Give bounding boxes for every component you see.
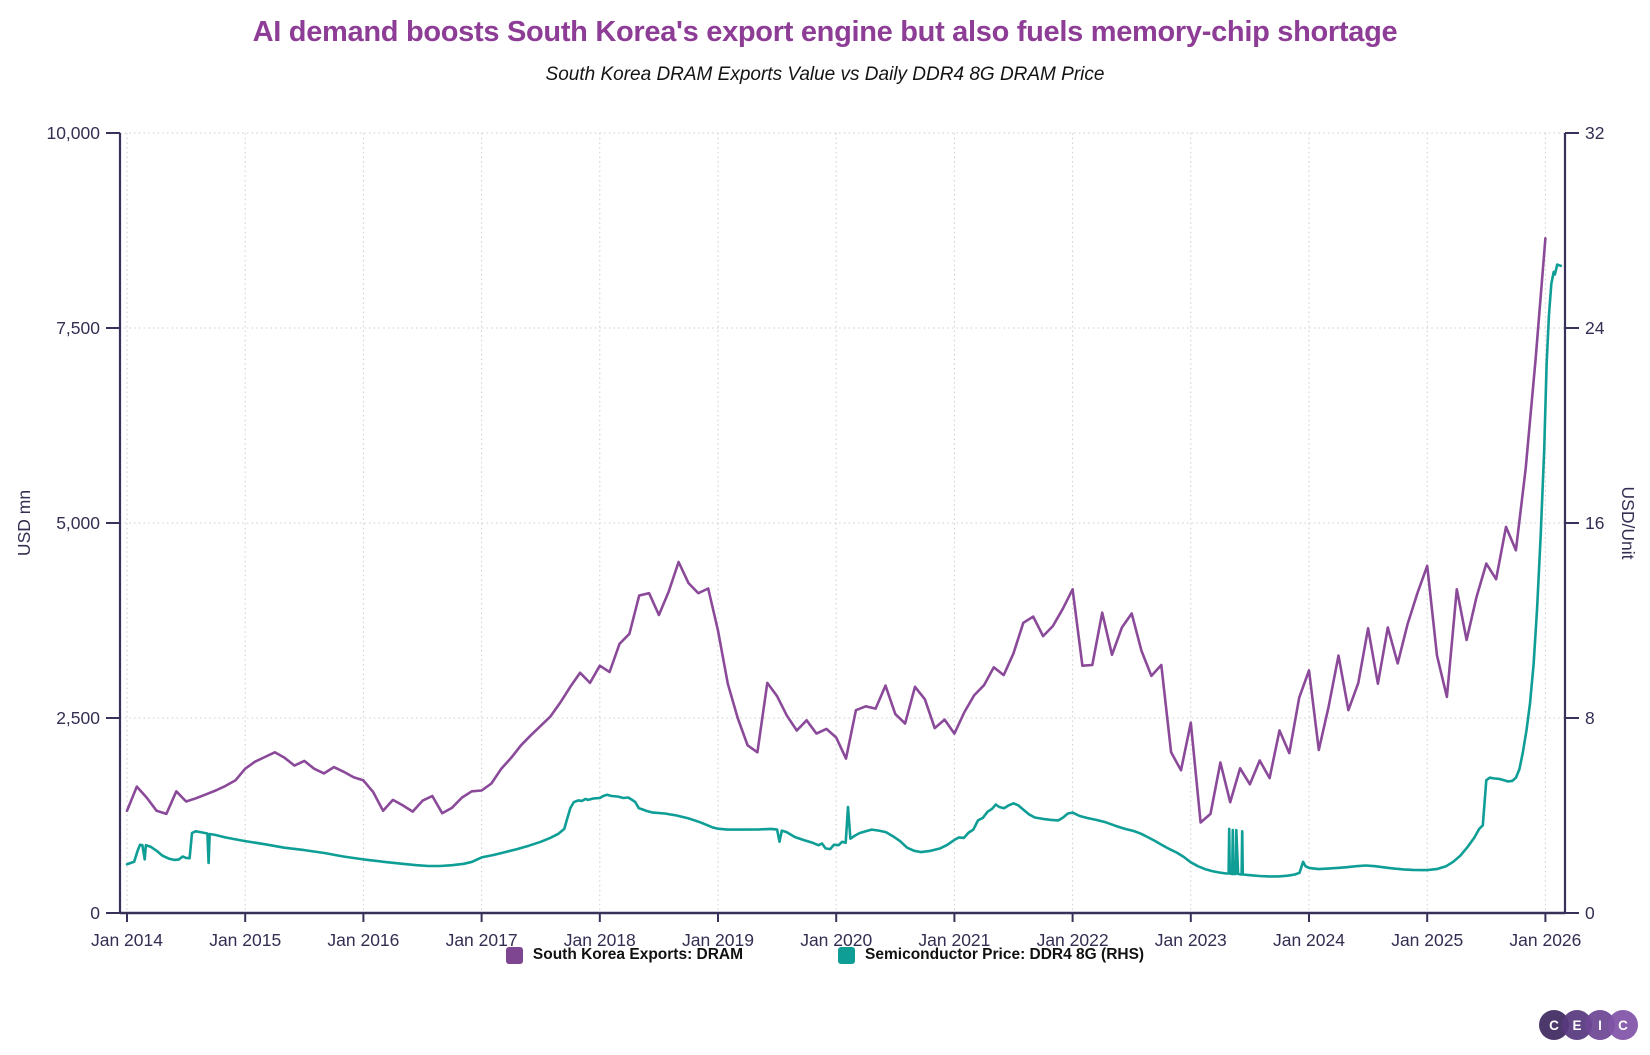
x-axis-tick-label: Jan 2023 <box>1155 930 1227 950</box>
right-axis-tick-label: 16 <box>1585 513 1604 533</box>
x-axis-tick-label: Jan 2021 <box>918 930 990 950</box>
right-axis-tick-label: 32 <box>1585 123 1604 143</box>
legend-item-ddr4-price[interactable]: Semiconductor Price: DDR4 8G (RHS) <box>838 946 1144 964</box>
left-axis-title: USD mn <box>14 490 34 556</box>
x-axis-tick-label: Jan 2018 <box>564 930 636 950</box>
left-axis-tick-label: 0 <box>90 903 100 923</box>
left-axis-tick-label: 7,500 <box>56 318 100 338</box>
ceic-logo-letter-c2: C <box>1608 1010 1638 1040</box>
series-line-ddr4-price <box>125 263 1563 878</box>
series-line-dram-exports <box>125 237 1547 824</box>
legend-label-ddr4-price: Semiconductor Price: DDR4 8G (RHS) <box>865 946 1145 963</box>
legend-swatch-purple <box>505 946 523 964</box>
right-axis-tick-label: 0 <box>1585 903 1595 923</box>
legend-label-dram-exports: South Korea Exports: DRAM <box>532 946 744 963</box>
x-axis-tick-label: Jan 2020 <box>800 930 872 950</box>
legend-swatch-teal <box>838 946 856 964</box>
x-axis-tick-label: Jan 2022 <box>1037 930 1109 950</box>
x-axis-tick-label: Jan 2019 <box>682 930 754 950</box>
chart-subtitle: South Korea DRAM Exports Value vs Daily … <box>545 64 1105 85</box>
x-axis-tick-label: Jan 2016 <box>327 930 399 950</box>
x-axis-tick-label: Jan 2026 <box>1509 930 1581 950</box>
x-axis-tick-label: Jan 2024 <box>1273 930 1345 950</box>
legend-item-dram-exports[interactable]: South Korea Exports: DRAM <box>505 946 744 964</box>
left-axis-tick-label: 5,000 <box>56 513 100 533</box>
right-axis-tick-label: 24 <box>1585 318 1605 338</box>
ceic-logo: C E I C <box>1539 1010 1638 1040</box>
chart-title: AI demand boosts South Korea's export en… <box>252 16 1398 48</box>
x-axis-tick-label: Jan 2017 <box>446 930 518 950</box>
left-axis-tick-label: 10,000 <box>46 123 100 143</box>
right-axis-tick-label: 8 <box>1585 708 1595 728</box>
x-axis-tick-label: Jan 2014 <box>91 930 163 950</box>
x-axis-tick-label: Jan 2025 <box>1391 930 1463 950</box>
legend: South Korea Exports: DRAM Semiconductor … <box>0 946 1650 964</box>
x-axis-tick-label: Jan 2015 <box>209 930 281 950</box>
left-axis-tick-label: 2,500 <box>56 708 100 728</box>
right-axis-title: USD/Unit <box>1618 487 1638 560</box>
